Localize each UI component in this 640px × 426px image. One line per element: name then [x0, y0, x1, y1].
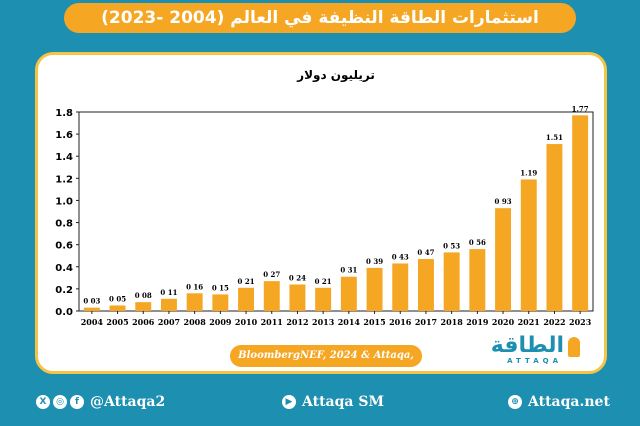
x-tick-label: 2015 [363, 317, 385, 327]
bar [443, 252, 460, 311]
x-tick-label: 2016 [389, 317, 412, 327]
data-label: 0 31 [340, 266, 357, 275]
bar [340, 276, 357, 311]
source-label: BloombergNEF, 2024 & Attaqa, 2024 [230, 345, 422, 367]
plot-frame [78, 111, 594, 312]
data-label: 0 39 [366, 257, 383, 266]
data-label: 0 27 [263, 270, 280, 279]
bar [135, 302, 152, 311]
y-tick-label: 0.2 [55, 285, 73, 296]
bar [546, 144, 563, 311]
y-tick-label: 1.4 [55, 152, 73, 163]
logo-latin-text: ATTAQA [507, 357, 562, 365]
bar [238, 287, 255, 311]
youtube-icon[interactable]: ▶ [282, 395, 296, 409]
data-label: 0 21 [238, 277, 255, 286]
data-label: 0 47 [417, 248, 434, 257]
x-tick-label: 2012 [286, 317, 308, 327]
x-tick-label: 2022 [543, 317, 565, 327]
x-tick-label: 2020 [492, 317, 515, 327]
bar [417, 259, 434, 311]
logo-arabic-text: الطاقة [490, 333, 564, 358]
data-label: 0 05 [109, 294, 126, 303]
attaqa-logo: الطاقة ATTAQA [472, 333, 580, 369]
data-label: 1.19 [520, 168, 537, 177]
website-url[interactable]: Attaqa.net [528, 394, 610, 410]
bar [160, 298, 177, 311]
x-tick-label: 2023 [569, 317, 592, 327]
social-handle[interactable]: @Attaqa2 [90, 394, 166, 410]
chart-card: تريليون دولار 0.0 0.2 0.4 0.6 0.8 1.0 1.2 1.4 1.6… [35, 52, 607, 374]
bar [263, 281, 280, 311]
bar [392, 263, 409, 311]
data-label: 0 43 [392, 252, 409, 261]
x-tick-label: 2004 [81, 317, 104, 327]
bar [186, 293, 203, 311]
x-tick-label: 2011 [261, 317, 283, 327]
data-label: 0 24 [289, 273, 306, 282]
y-tick-label: 0.4 [55, 263, 73, 274]
data-label: 0 56 [469, 238, 486, 247]
data-label: 1.51 [546, 133, 563, 142]
x-icon[interactable]: X [36, 395, 50, 409]
instagram-icon[interactable]: ◎ [53, 395, 67, 409]
footer: X ◎ f @Attaqa2 ▶ Attaqa SM ⊕ Attaqa.net [0, 380, 640, 426]
bar [572, 115, 589, 311]
bar [495, 208, 512, 311]
bar [366, 267, 383, 311]
bar [212, 294, 229, 311]
y-tick-label: 1.8 [55, 108, 73, 119]
y-tick-label: 1.2 [55, 174, 73, 185]
x-tick-label: 2010 [235, 317, 258, 327]
data-label: 0 93 [495, 197, 512, 206]
bar [289, 284, 306, 311]
x-tick-label: 2019 [466, 317, 489, 327]
website-link: ⊕ Attaqa.net [508, 392, 610, 412]
bar [83, 307, 100, 311]
data-label: 0 08 [135, 291, 152, 300]
bar-chart: تريليون دولار 0.0 0.2 0.4 0.6 0.8 1.0 1.2 1.4 1.6… [55, 68, 594, 327]
x-tick-label: 2017 [415, 317, 437, 327]
data-label: 0 16 [186, 282, 203, 291]
x-tick-label: 2008 [184, 317, 207, 327]
x-tick-label: 2007 [158, 317, 180, 327]
facebook-icon[interactable]: f [70, 395, 84, 409]
y-tick-label: 0.8 [55, 219, 73, 230]
youtube-handle[interactable]: Attaqa SM [302, 394, 384, 410]
logo-flame-icon [568, 337, 580, 357]
globe-icon[interactable]: ⊕ [508, 395, 522, 409]
bar [315, 287, 332, 311]
x-tick-label: 2013 [312, 317, 335, 327]
x-tick-label: 2018 [441, 317, 464, 327]
data-label: 1.77 [572, 104, 589, 113]
y-tick-label: 1.6 [55, 130, 73, 141]
x-tick-label: 2021 [518, 317, 540, 327]
chart-title-banner: استثمارات الطاقة النظيفة في العالم (2004… [64, 3, 576, 33]
bar [520, 179, 537, 311]
bar [109, 305, 126, 311]
data-label: 0 03 [83, 297, 100, 306]
data-label: 0 21 [315, 277, 332, 286]
bar [469, 249, 486, 311]
chart-subtitle: تريليون دولار [296, 68, 375, 83]
social-links: X ◎ f @Attaqa2 [36, 392, 165, 412]
data-label: 0 15 [212, 283, 229, 292]
y-tick-label: 0.6 [55, 241, 73, 252]
data-label: 0 53 [443, 241, 460, 250]
x-tick-label: 2014 [338, 317, 361, 327]
data-label: 0 11 [160, 288, 177, 297]
x-tick-label: 2009 [209, 317, 232, 327]
x-tick-label: 2006 [132, 317, 155, 327]
x-tick-label: 2005 [106, 317, 128, 327]
youtube-link: ▶ Attaqa SM [282, 392, 384, 412]
y-tick-label: 0.0 [55, 307, 73, 318]
y-tick-label: 1.0 [55, 196, 73, 207]
